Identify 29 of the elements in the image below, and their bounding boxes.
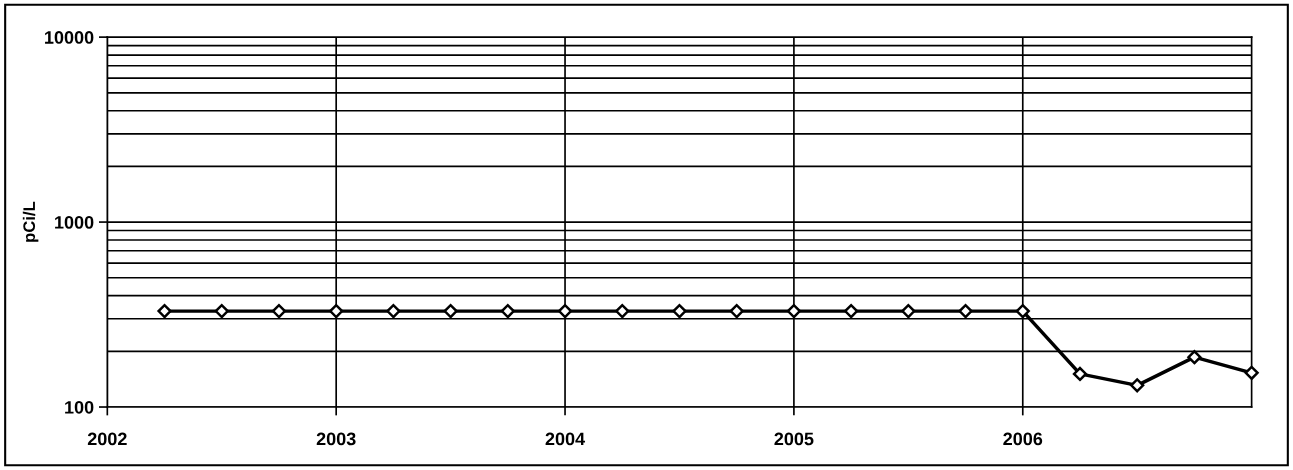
- point: [271, 303, 287, 319]
- point: [329, 303, 344, 319]
- y-axis-title: pCi/L: [22, 201, 39, 242]
- y-tick-label: 100: [65, 400, 94, 414]
- x-tick-label: 2004: [545, 432, 586, 446]
- point: [901, 303, 916, 319]
- x-tick-label: 2003: [316, 432, 356, 446]
- point: [729, 303, 744, 319]
- x-tick-label: 2002: [87, 432, 127, 446]
- point: [1015, 303, 1030, 319]
- point: [214, 303, 229, 319]
- point: [157, 303, 172, 319]
- point: [672, 303, 687, 319]
- point: [958, 303, 973, 319]
- x-tick-label: 2005: [774, 432, 814, 446]
- point: [557, 303, 573, 319]
- point: [843, 303, 859, 319]
- y-tick-label: 10000: [45, 31, 94, 44]
- point: [615, 303, 630, 319]
- point: [386, 303, 401, 319]
- point: [786, 303, 802, 319]
- x-tick-label: 2006: [1003, 432, 1043, 446]
- y-tick-label: 1000: [55, 216, 94, 229]
- point: [1244, 365, 1259, 381]
- point: [1072, 366, 1088, 382]
- point: [500, 303, 515, 319]
- point: [1187, 350, 1202, 365]
- point: [443, 303, 458, 319]
- point: [1130, 378, 1145, 393]
